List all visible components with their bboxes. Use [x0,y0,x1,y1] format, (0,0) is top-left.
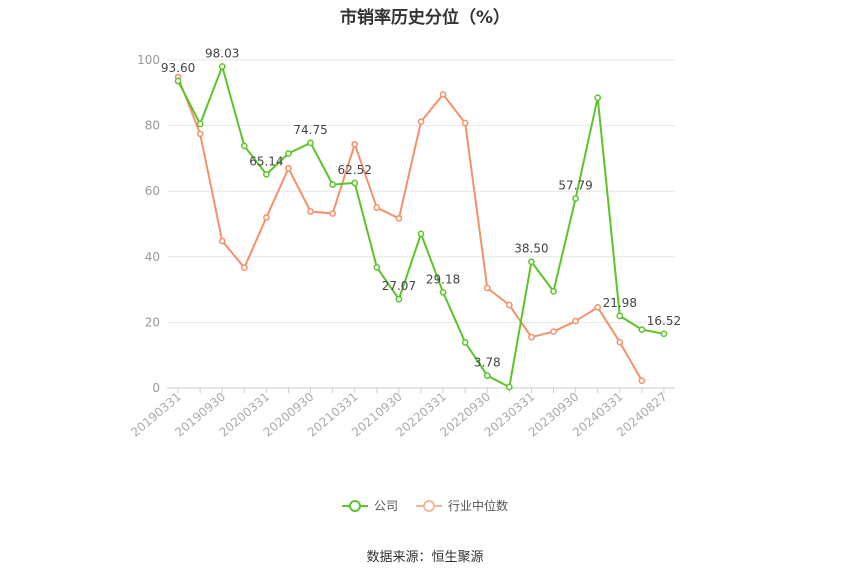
data-labels: 93.60 98.03 65.14 74.75 62.52 27.07 29.18 3.78 3… [161,46,681,369]
y-tick-label: 40 [145,250,160,264]
data-label: 27.07 [382,279,416,293]
series [174,63,668,391]
data-point-company [263,170,270,178]
data-point-industry [329,210,337,217]
data-point-company [218,63,226,70]
data-point-company [505,383,513,391]
data-point-industry [594,303,602,311]
data-point-industry [483,284,491,292]
legend-company-label: 公司 [373,499,398,513]
legend: 公司 行业中位数 [0,497,850,514]
data-point-company [638,326,646,333]
data-point-company [417,230,425,238]
legend-industry-marker-icon [416,499,442,512]
data-label: 93.60 [161,61,195,75]
legend-item-industry[interactable]: 行业中位数 [416,497,508,514]
data-point-company [616,312,624,320]
y-tick-label: 60 [145,184,160,198]
data-point-industry [572,317,579,325]
data-point-company [196,120,204,128]
data-point-industry [307,208,314,215]
data-point-company [329,181,337,188]
axes: 0204060801002019033120190930202003312020… [128,53,675,440]
data-label: 29.18 [426,272,460,286]
data-point-company [373,263,381,271]
data-point-industry [439,91,447,98]
data-point-company [572,195,579,202]
data-point-industry [240,264,248,271]
y-tick-label: 80 [145,119,160,133]
data-label: 74.75 [293,123,327,137]
data-point-company [550,287,557,295]
data-point-company [528,258,535,266]
data-point-company [483,372,491,379]
legend-item-company[interactable]: 公司 [341,497,398,514]
data-point-company [594,94,602,102]
data-label: 16.52 [647,314,681,328]
data-point-company [307,139,314,147]
series-line-company [177,65,665,389]
data-point-industry [616,338,624,346]
data-point-industry [417,118,425,126]
data-point-company [285,150,292,157]
data-point-company [439,288,447,296]
data-label: 57.79 [558,178,592,192]
y-tick-label: 20 [145,315,160,329]
data-point-company [395,295,403,303]
data-point-industry [218,237,226,245]
series-line-industry [177,76,643,382]
data-point-industry [638,377,646,385]
data-label: 65.14 [249,154,283,168]
data-point-industry [263,214,270,221]
data-point-industry [461,119,469,127]
y-tick-label: 0 [152,381,160,395]
data-point-company [351,179,359,187]
legend-industry-label: 行业中位数 [448,499,509,513]
data-point-company [461,339,469,346]
data-point-industry [395,215,403,222]
data-point-company [240,142,248,150]
legend-company-marker-icon [341,499,368,512]
data-point-industry [351,140,359,148]
data-point-industry [528,333,535,341]
data-label: 21.98 [603,296,637,310]
source-note: 数据来源：恒生聚源 [366,550,484,565]
data-point-industry [550,328,557,335]
y-tick-label: 100 [137,53,160,67]
data-point-industry [285,164,292,172]
chart-title: 市销率历史分位（%） [339,8,511,28]
data-label: 62.52 [338,163,372,177]
data-point-company [174,77,182,85]
data-label: 3.78 [474,356,501,370]
data-label: 98.03 [205,46,239,60]
data-point-industry [373,204,381,211]
data-point-industry [196,130,204,138]
data-point-company [660,330,668,338]
data-label: 38.50 [514,242,548,256]
data-point-industry [505,301,513,309]
